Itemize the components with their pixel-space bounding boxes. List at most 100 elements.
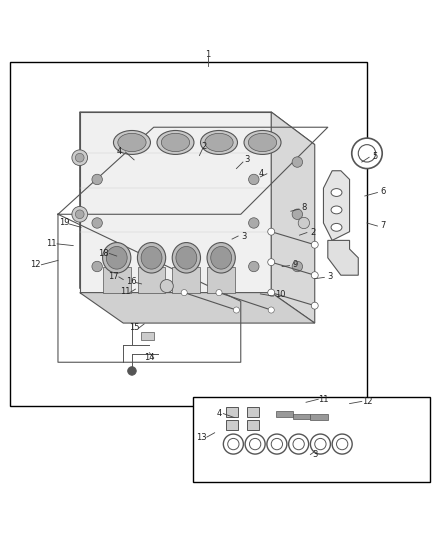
Text: 18: 18 xyxy=(99,249,109,258)
Ellipse shape xyxy=(102,243,131,273)
Circle shape xyxy=(292,157,303,167)
Text: 14: 14 xyxy=(144,352,155,361)
Circle shape xyxy=(267,434,287,454)
Bar xyxy=(311,415,328,419)
Circle shape xyxy=(216,289,222,296)
Text: 7: 7 xyxy=(380,221,386,230)
Ellipse shape xyxy=(201,131,237,155)
Ellipse shape xyxy=(141,246,162,269)
Text: 4: 4 xyxy=(259,169,264,178)
Circle shape xyxy=(75,154,84,162)
Text: 19: 19 xyxy=(59,219,70,228)
Circle shape xyxy=(271,439,283,450)
Text: 3: 3 xyxy=(327,272,333,281)
Circle shape xyxy=(289,434,309,454)
Polygon shape xyxy=(80,112,123,319)
Bar xyxy=(247,407,259,417)
Text: 2: 2 xyxy=(310,228,315,237)
Polygon shape xyxy=(271,112,315,323)
Text: 12: 12 xyxy=(362,397,372,406)
Polygon shape xyxy=(80,112,271,293)
Text: 3: 3 xyxy=(312,450,318,459)
Text: 3: 3 xyxy=(244,155,250,164)
Circle shape xyxy=(268,307,274,313)
Bar xyxy=(103,266,131,293)
Ellipse shape xyxy=(248,133,277,151)
Text: 17: 17 xyxy=(108,272,119,280)
Circle shape xyxy=(233,307,240,313)
Text: 11: 11 xyxy=(46,239,57,248)
Circle shape xyxy=(72,150,88,166)
Circle shape xyxy=(249,174,259,184)
Circle shape xyxy=(268,289,275,296)
Text: 1: 1 xyxy=(205,50,211,59)
Text: 11: 11 xyxy=(318,395,328,403)
Ellipse shape xyxy=(176,246,197,269)
Bar xyxy=(276,411,293,417)
Ellipse shape xyxy=(205,133,233,151)
Circle shape xyxy=(245,434,265,454)
Circle shape xyxy=(228,439,239,450)
Ellipse shape xyxy=(161,133,190,151)
Circle shape xyxy=(311,241,318,248)
Polygon shape xyxy=(80,293,315,323)
Circle shape xyxy=(92,218,102,228)
Ellipse shape xyxy=(118,133,146,151)
Text: 15: 15 xyxy=(129,323,139,332)
Circle shape xyxy=(249,261,259,272)
Text: 4: 4 xyxy=(216,409,222,418)
Ellipse shape xyxy=(138,243,166,273)
Ellipse shape xyxy=(207,243,235,273)
Circle shape xyxy=(298,217,310,229)
Circle shape xyxy=(92,261,102,272)
Circle shape xyxy=(127,367,136,375)
Circle shape xyxy=(92,174,102,184)
Circle shape xyxy=(292,209,303,220)
Bar xyxy=(226,420,238,430)
Text: 12: 12 xyxy=(30,260,41,269)
Bar xyxy=(10,62,367,406)
Circle shape xyxy=(250,439,261,450)
Text: 4: 4 xyxy=(116,147,121,156)
Text: 5: 5 xyxy=(372,152,378,161)
Circle shape xyxy=(292,261,303,272)
Text: 10: 10 xyxy=(275,290,285,300)
Ellipse shape xyxy=(331,189,342,197)
Text: 3: 3 xyxy=(241,231,247,240)
Ellipse shape xyxy=(244,131,281,155)
Text: 8: 8 xyxy=(301,203,307,212)
Ellipse shape xyxy=(106,246,127,269)
Text: 9: 9 xyxy=(293,260,298,269)
Text: 16: 16 xyxy=(126,277,136,286)
Bar xyxy=(293,414,311,419)
Bar xyxy=(173,266,200,293)
Circle shape xyxy=(160,279,173,293)
Circle shape xyxy=(293,439,304,450)
Ellipse shape xyxy=(331,223,342,231)
Bar xyxy=(193,397,430,482)
Circle shape xyxy=(249,218,259,228)
Text: 11: 11 xyxy=(120,287,131,296)
Circle shape xyxy=(332,434,352,454)
Circle shape xyxy=(268,228,275,235)
Ellipse shape xyxy=(331,206,342,214)
Polygon shape xyxy=(328,240,358,275)
Ellipse shape xyxy=(172,243,201,273)
Circle shape xyxy=(358,144,376,162)
Ellipse shape xyxy=(113,131,150,155)
Polygon shape xyxy=(80,112,315,144)
Text: 13: 13 xyxy=(196,433,207,442)
Bar xyxy=(247,420,259,430)
Text: 6: 6 xyxy=(380,187,386,196)
Circle shape xyxy=(268,259,275,265)
Circle shape xyxy=(72,206,88,222)
Circle shape xyxy=(75,210,84,219)
Circle shape xyxy=(181,289,187,296)
Bar xyxy=(141,332,154,341)
Bar xyxy=(138,266,166,293)
Circle shape xyxy=(352,138,382,168)
Ellipse shape xyxy=(157,131,194,155)
Circle shape xyxy=(223,434,244,454)
Circle shape xyxy=(315,439,326,450)
Text: 2: 2 xyxy=(201,142,206,151)
